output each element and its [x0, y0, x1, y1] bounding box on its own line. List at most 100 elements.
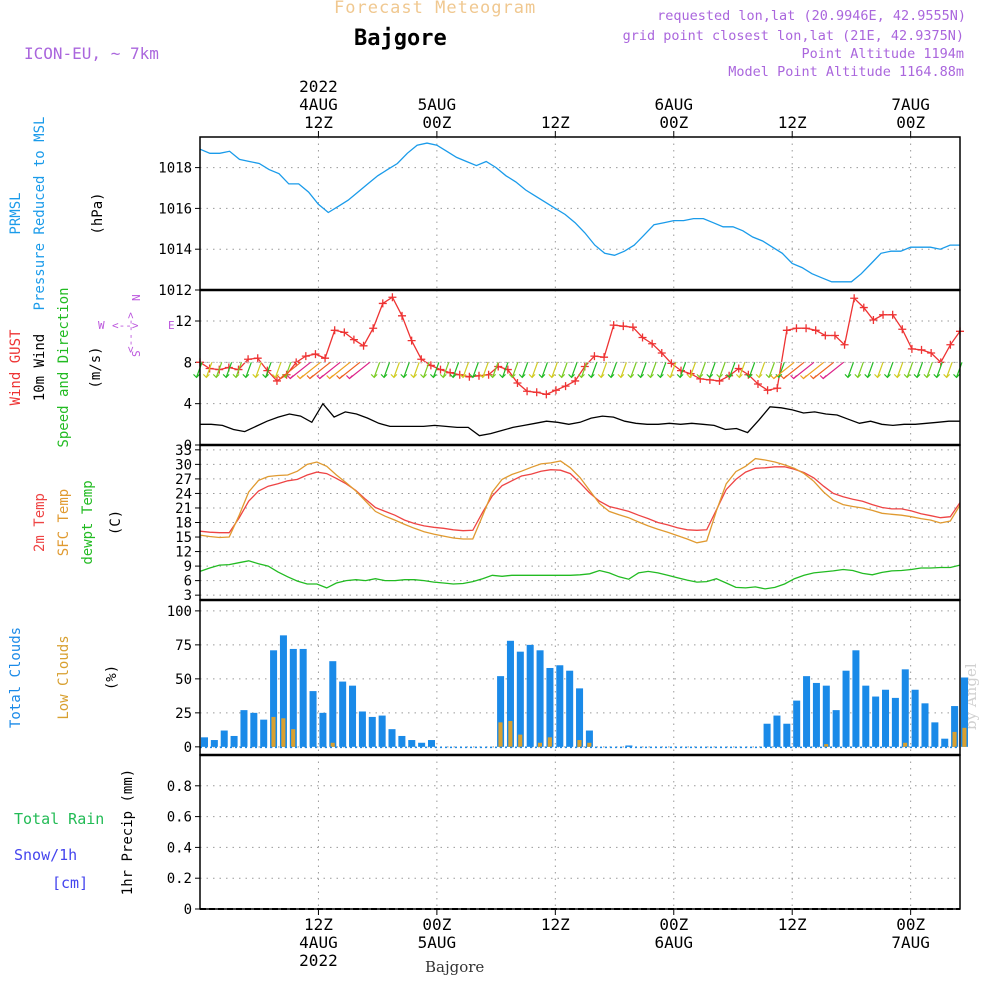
wind-dir-head-18 — [370, 373, 378, 379]
wind-dir-head-3 — [222, 373, 230, 379]
gust-marker-15 — [340, 328, 349, 337]
wind-dir-head-61 — [780, 375, 788, 380]
bar-total-3 — [230, 735, 238, 747]
ytick-label-temperature-9: 30 — [175, 457, 192, 473]
ytick-label-temperature-5: 18 — [175, 516, 192, 532]
panel-frame-temperature — [199, 444, 961, 601]
ytick-label-temperature-1: 6 — [184, 574, 192, 590]
bottom-time-label-5-0: 00Z — [896, 915, 925, 934]
bar-low-31 — [508, 721, 513, 747]
wind-dir-head-45 — [637, 373, 645, 379]
bar-total-35 — [546, 667, 554, 747]
wind-dir-arrow-5 — [245, 362, 252, 378]
bar-total-77 — [960, 677, 968, 747]
bar-total-11 — [309, 691, 317, 747]
bar-total-30 — [497, 676, 505, 747]
wind-dir-arrow-8 — [274, 362, 282, 378]
wind-dir-arrow-69 — [876, 362, 884, 378]
wind-dir-arrow-65 — [822, 361, 844, 379]
gust-marker-18 — [369, 324, 378, 333]
wind-dir-arrow-58 — [768, 362, 776, 378]
wind-dir-head-57 — [755, 373, 763, 379]
bottom-time-label-1-0: 00Z — [422, 915, 451, 934]
gust-marker-17 — [359, 341, 368, 350]
gust-marker-62 — [792, 324, 801, 333]
bar-total-8 — [279, 635, 287, 747]
bar-total-57 — [763, 723, 771, 747]
wind-dir-head-13 — [306, 375, 314, 380]
wind-dir-head-69 — [874, 373, 881, 379]
bar-total-20 — [398, 735, 406, 747]
wind-dir-head-62 — [790, 375, 798, 380]
wind-dir-head-16 — [336, 375, 343, 380]
bar-total-74 — [931, 722, 939, 747]
wind-dir-arrow-41 — [600, 362, 608, 378]
bottom-time-label-0-2: 2022 — [299, 951, 338, 970]
gust-marker-20 — [388, 293, 397, 302]
gust-marker-8 — [272, 376, 281, 385]
bar-total-10 — [299, 648, 307, 747]
wind-dir-head-48 — [666, 373, 674, 379]
ylabel-precip-1: Snow/1h — [14, 846, 77, 864]
bar-total-61 — [803, 676, 811, 747]
wind-dir-arrow-23 — [422, 362, 430, 378]
panel-frame-precip — [199, 754, 961, 910]
ytick-label-pressure-2: 1016 — [158, 201, 192, 217]
bar-low-63 — [824, 744, 829, 747]
wind-dir-arrow-12 — [299, 361, 321, 379]
ylabel-clouds-0: Total Clouds — [8, 627, 24, 728]
gust-marker-71 — [879, 310, 888, 319]
bar-low-7 — [271, 716, 276, 747]
gust-marker-37 — [551, 386, 560, 395]
wind-dir-arrow-44 — [630, 362, 637, 378]
ytick-label-wind-1: 4 — [184, 397, 192, 413]
compass-arrow-v-n: --> — [124, 312, 137, 332]
bar-low-34 — [537, 742, 543, 747]
wind-dir-arrow-37 — [561, 362, 568, 378]
bar-total-4 — [240, 710, 248, 747]
gust-marker-66 — [830, 331, 839, 340]
ylabel-temperature-0: 2m Temp — [32, 493, 48, 552]
wind-dir-head-27 — [459, 373, 467, 379]
compass-arrow-v-s: <-- — [124, 333, 137, 353]
wind-dir-arrow-32 — [511, 362, 519, 378]
wind-dir-arrow-55 — [738, 362, 746, 378]
series-temperature-sfc — [199, 457, 961, 544]
ytick-label-clouds-3: 75 — [175, 638, 192, 654]
ytick-label-temperature-3: 12 — [175, 545, 192, 561]
point-altitude: Point Altitude 1194m — [801, 46, 964, 62]
bar-total-33 — [526, 644, 534, 747]
wind-dir-head-1 — [202, 373, 210, 379]
bottom-time-label-1-1: 5AUG — [418, 933, 457, 952]
wind-dir-arrow-16 — [339, 361, 361, 379]
bar-total-72 — [911, 689, 919, 747]
bar-total-13 — [329, 661, 337, 747]
bar-total-23 — [427, 740, 436, 747]
bar-total-21 — [408, 740, 416, 747]
bar-total-37 — [566, 670, 574, 747]
series-temperature-2m — [199, 466, 961, 534]
gust-marker-44 — [619, 322, 628, 331]
wind-dir-head-11 — [286, 375, 294, 380]
wind-dir-head-44 — [627, 373, 635, 379]
ytick-label-temperature-7: 24 — [175, 486, 192, 502]
compass-n: N — [130, 294, 143, 301]
ytick-label-clouds-2: 50 — [175, 672, 192, 688]
top-time-label-0-2: 12Z — [304, 113, 333, 132]
ytick-label-pressure-1: 1014 — [158, 242, 192, 258]
ytick-label-precip-0: 0 — [184, 902, 192, 918]
wind-dir-arrow-31 — [501, 362, 509, 378]
gust-marker-58 — [753, 380, 762, 389]
bar-total-76 — [951, 706, 959, 747]
compass-s: S — [130, 350, 143, 357]
wind-dir-arrow-20 — [393, 362, 400, 378]
wind-dir-head-41 — [597, 373, 605, 379]
wind-dir-arrow-67 — [857, 362, 864, 378]
bar-low-39 — [587, 742, 592, 747]
series-wind-gust — [199, 296, 961, 396]
location-title: Bajgore — [354, 26, 447, 51]
wind-dir-head-39 — [578, 373, 585, 379]
ylabel-clouds-1: Low Clouds — [56, 635, 72, 719]
